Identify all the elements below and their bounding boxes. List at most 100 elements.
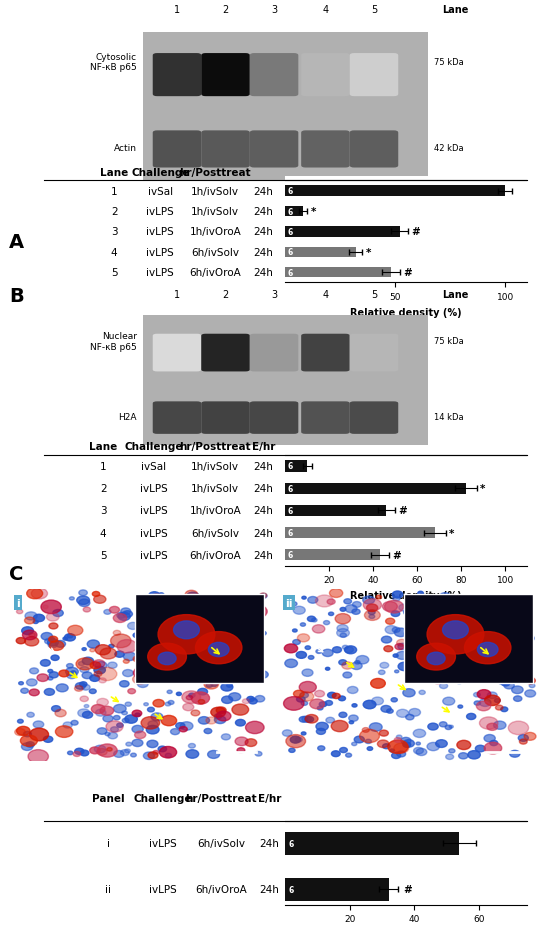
Circle shape (125, 702, 131, 706)
Text: 24h: 24h (254, 506, 273, 516)
Text: 2: 2 (222, 5, 228, 15)
Circle shape (50, 638, 54, 640)
Circle shape (381, 705, 391, 713)
Circle shape (307, 616, 316, 622)
Circle shape (508, 625, 517, 631)
Circle shape (519, 628, 524, 632)
Circle shape (326, 667, 330, 670)
Circle shape (137, 618, 155, 630)
Circle shape (250, 601, 257, 607)
Circle shape (394, 738, 401, 742)
Circle shape (231, 619, 243, 627)
Bar (285, 483, 466, 495)
Text: 6: 6 (289, 885, 294, 894)
Circle shape (229, 659, 240, 666)
Text: *: * (311, 207, 316, 217)
Circle shape (79, 590, 87, 596)
Circle shape (148, 721, 158, 728)
Circle shape (80, 751, 89, 756)
Circle shape (372, 697, 383, 705)
Circle shape (24, 731, 31, 737)
Circle shape (383, 744, 390, 749)
Circle shape (82, 672, 92, 679)
Text: E/hr: E/hr (252, 442, 275, 451)
Circle shape (80, 682, 87, 687)
Text: Panel: Panel (92, 793, 125, 803)
Text: #: # (392, 550, 401, 561)
Circle shape (365, 611, 380, 621)
Circle shape (55, 726, 73, 738)
Text: *: * (366, 248, 371, 258)
Text: ii: ii (105, 884, 111, 895)
Circle shape (22, 627, 33, 635)
Circle shape (319, 702, 327, 707)
Circle shape (508, 651, 516, 655)
Circle shape (519, 740, 527, 744)
Circle shape (302, 669, 313, 677)
Circle shape (183, 703, 194, 711)
Circle shape (141, 717, 160, 729)
Circle shape (247, 697, 254, 702)
Circle shape (226, 672, 233, 677)
Circle shape (216, 712, 231, 721)
Circle shape (133, 666, 153, 679)
Circle shape (93, 660, 105, 668)
Circle shape (226, 671, 236, 677)
Circle shape (217, 642, 232, 652)
Circle shape (438, 606, 450, 613)
Circle shape (293, 607, 305, 614)
Circle shape (449, 726, 453, 728)
Circle shape (367, 747, 373, 751)
Circle shape (18, 719, 23, 723)
Circle shape (240, 638, 248, 643)
Circle shape (208, 751, 220, 758)
Circle shape (487, 724, 497, 730)
Text: 2: 2 (100, 483, 107, 494)
Circle shape (98, 744, 117, 757)
Circle shape (214, 606, 220, 610)
Circle shape (365, 740, 372, 743)
Circle shape (216, 707, 226, 714)
Circle shape (494, 598, 500, 601)
Circle shape (486, 652, 499, 661)
Text: 75 kDa: 75 kDa (434, 337, 464, 346)
Circle shape (222, 696, 233, 703)
Text: 1: 1 (100, 461, 107, 471)
Text: 3: 3 (100, 506, 107, 516)
Circle shape (252, 655, 263, 663)
Circle shape (509, 751, 520, 757)
Circle shape (497, 677, 510, 685)
Circle shape (204, 728, 212, 734)
Text: 24h: 24h (254, 461, 273, 471)
Circle shape (181, 668, 188, 674)
Circle shape (450, 602, 458, 608)
Circle shape (416, 742, 421, 745)
Circle shape (122, 711, 127, 715)
Circle shape (135, 714, 141, 717)
Circle shape (529, 684, 535, 688)
Circle shape (310, 700, 324, 709)
Circle shape (137, 680, 148, 688)
Circle shape (396, 710, 408, 717)
Circle shape (159, 747, 177, 758)
Circle shape (451, 646, 466, 655)
Circle shape (395, 644, 404, 650)
Circle shape (63, 722, 72, 728)
Circle shape (144, 702, 148, 706)
Circle shape (339, 713, 347, 717)
Text: 1h/ivSolv: 1h/ivSolv (191, 461, 239, 471)
Circle shape (384, 646, 393, 652)
Circle shape (218, 609, 225, 613)
Circle shape (419, 659, 427, 664)
Text: Lane: Lane (442, 5, 469, 15)
Circle shape (436, 740, 447, 748)
Circle shape (19, 682, 24, 685)
Text: 6h/ivSolv: 6h/ivSolv (191, 248, 239, 258)
Circle shape (15, 728, 25, 736)
Text: 6: 6 (288, 507, 293, 515)
Circle shape (255, 696, 265, 702)
Circle shape (338, 696, 345, 701)
Circle shape (351, 663, 362, 670)
Circle shape (393, 591, 403, 599)
Circle shape (317, 706, 323, 710)
